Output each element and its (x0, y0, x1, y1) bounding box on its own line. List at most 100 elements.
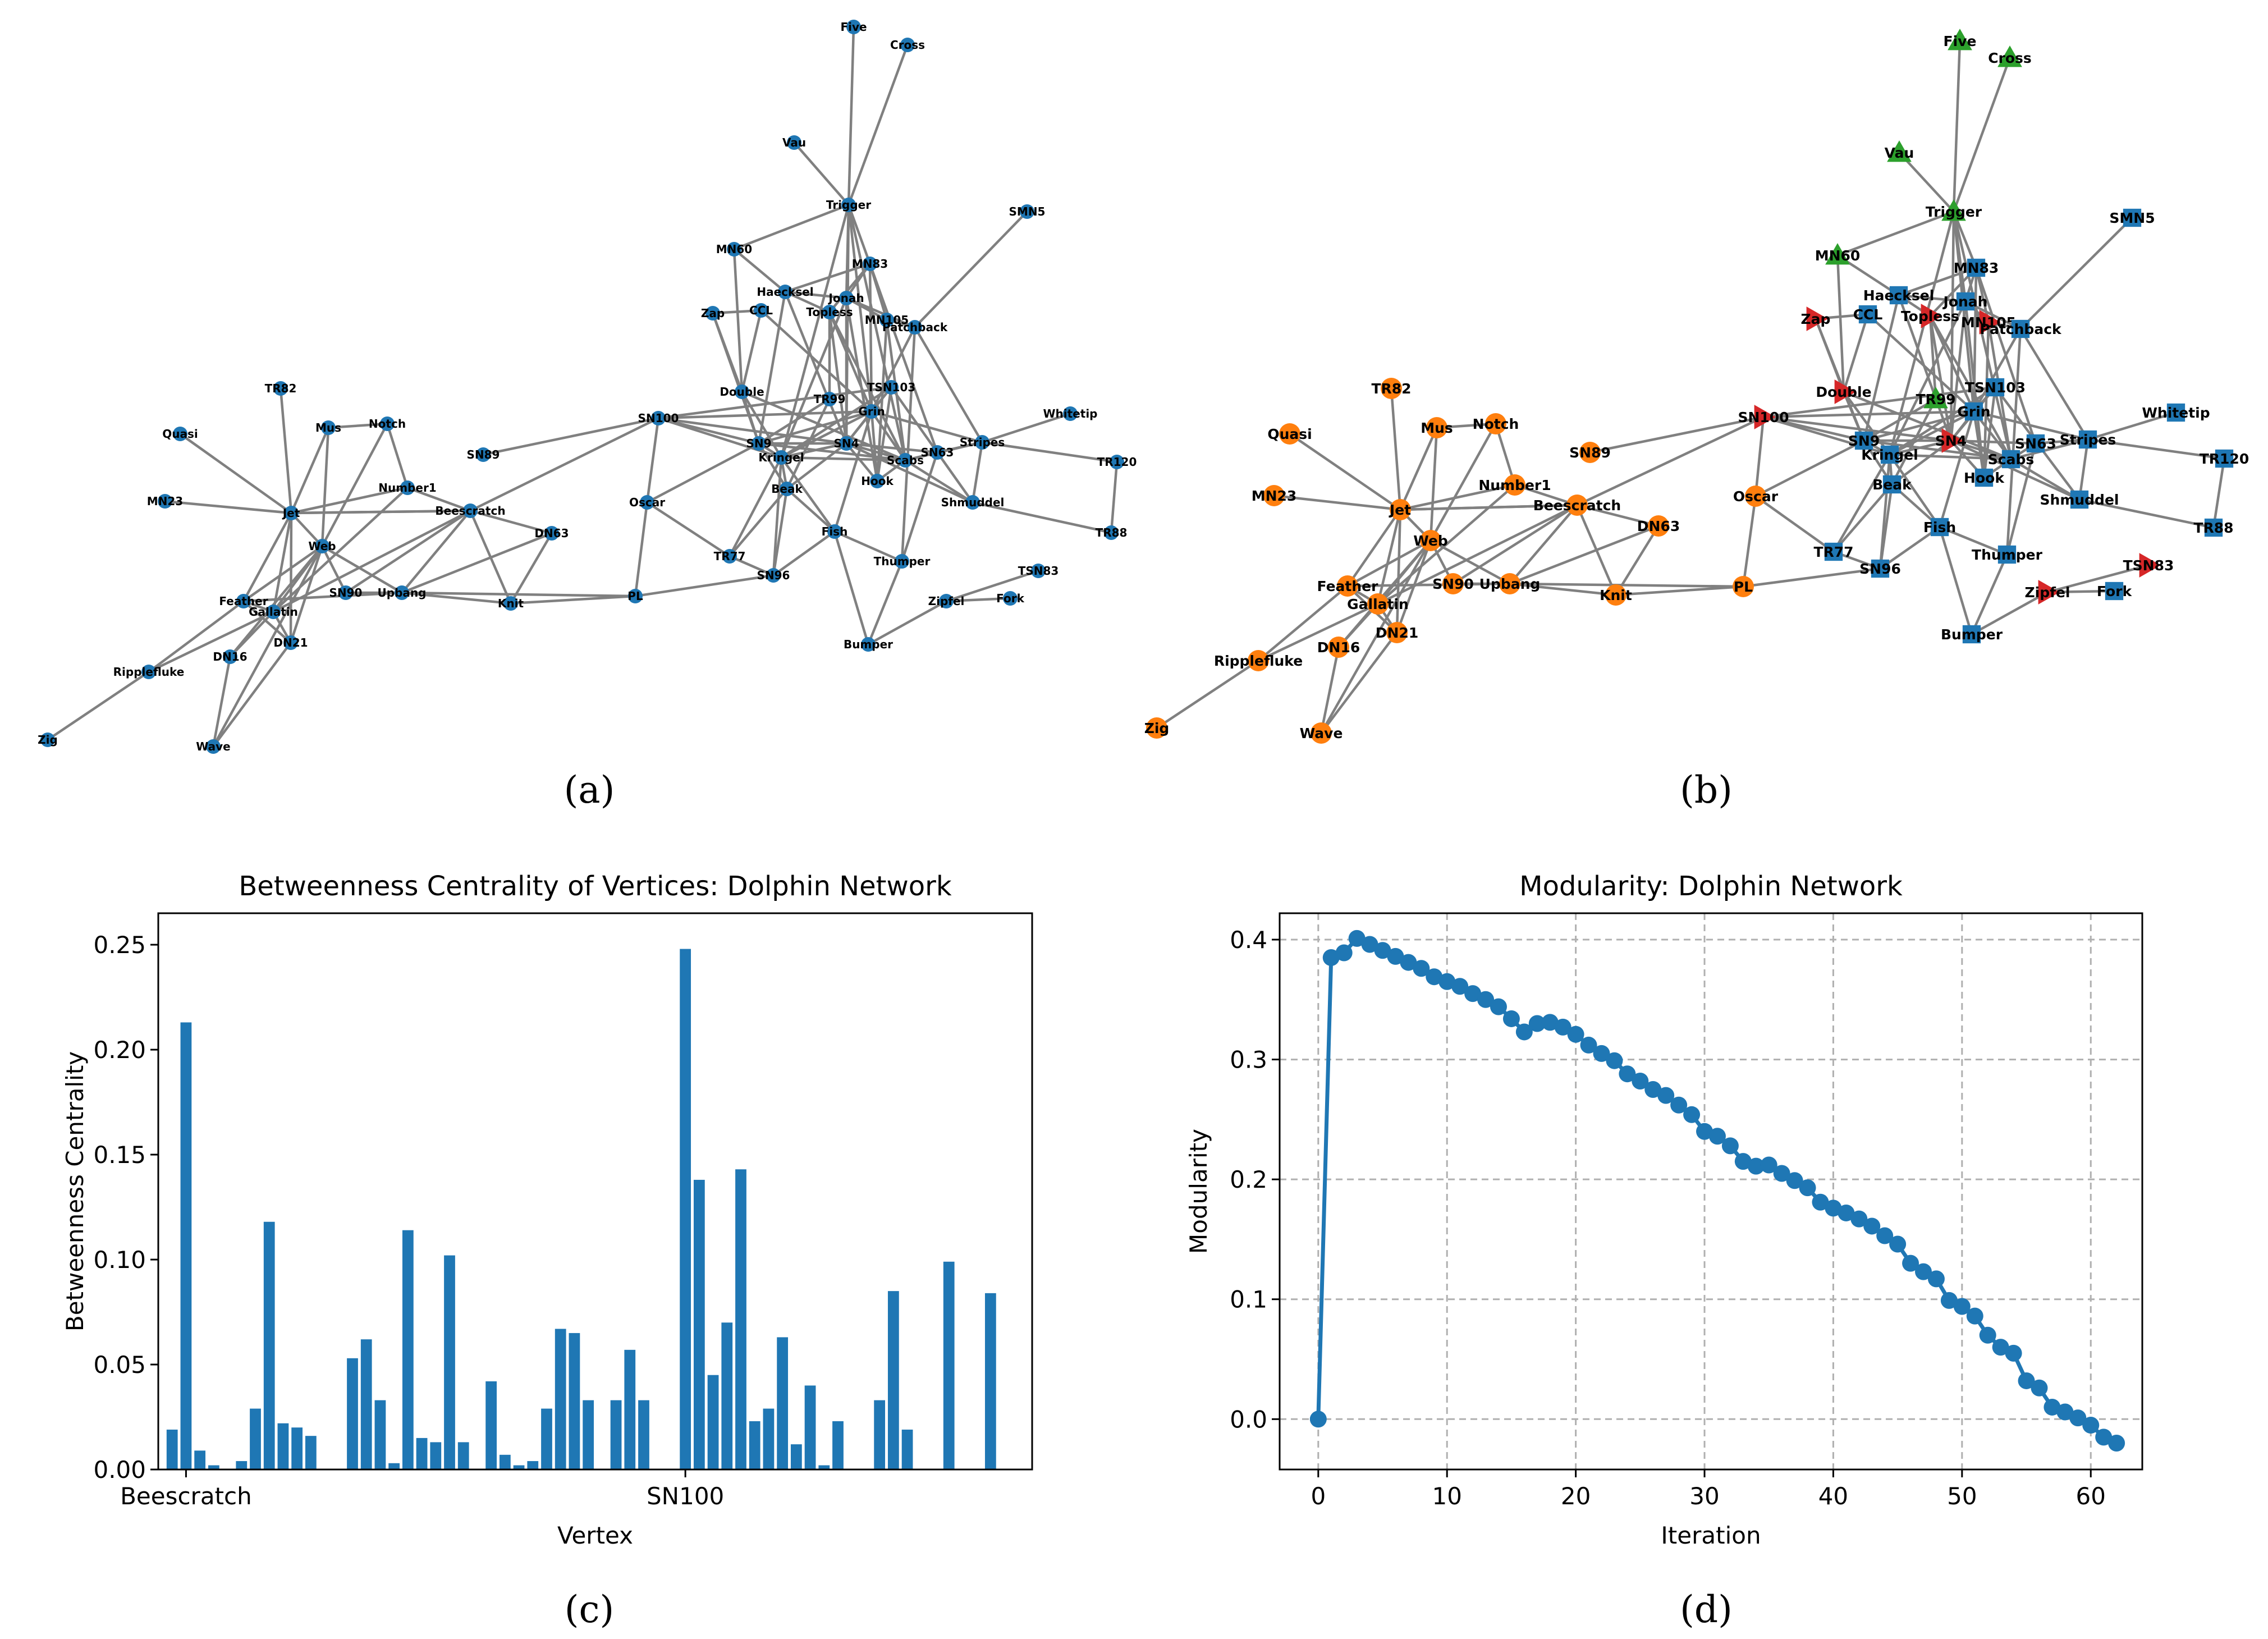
b-node-marker (1504, 474, 1525, 496)
a-edge-tsn103-shmuddel (890, 386, 974, 503)
b-node-marker (2011, 319, 2030, 338)
modularity-point-13 (1477, 991, 1495, 1008)
b-node-label: Jonah (1942, 294, 1988, 310)
b-node-label: Zig (1144, 720, 1170, 736)
a-edge-jet-mus (290, 427, 330, 514)
bar-39 (707, 1375, 719, 1469)
b-node-marker (1328, 637, 1349, 658)
a-edge-beak-tr77 (728, 488, 788, 557)
b-node-label: SN63 (2015, 436, 2056, 452)
a-node-label: TR99 (814, 392, 846, 406)
b-node-five: Five (1944, 29, 1977, 51)
modularity-point-48 (1927, 1270, 1945, 1288)
b-node-upbang: Upbang (1479, 573, 1541, 594)
a-node-marker (879, 313, 894, 327)
b-node-marker (1733, 576, 1754, 597)
b-node-label: Notch (1473, 416, 1519, 432)
b-edge-jet-number1 (1400, 483, 1515, 511)
b-edge-tr77-oscar (1754, 495, 1835, 553)
b-node-label: Jet (1389, 502, 1411, 518)
b-edge-pl-knit (1615, 585, 1744, 597)
modularity-point-42 (1850, 1210, 1868, 1228)
a-node-marker (173, 427, 187, 441)
b-edge-topless-sn4 (1928, 315, 1953, 441)
modularity-point-19 (1554, 1018, 1571, 1036)
modularity-point-46 (1902, 1255, 1919, 1272)
b-edge-haecksel-sn9 (1862, 295, 1900, 441)
b-edge-web-dn21 (1395, 540, 1432, 633)
b-node-beak: Beak (1872, 475, 1912, 494)
b-node-label: Mus (1421, 420, 1453, 436)
b-node-grin: Grin (1957, 402, 1991, 421)
b-edge-jet-quasi (1289, 433, 1401, 511)
a-edge-mn83-topless (828, 263, 871, 313)
a-edge-zipfel-fork (946, 597, 1011, 603)
b-node-marker (1648, 515, 1669, 537)
b-node-stripes: Stripes (2060, 430, 2116, 449)
b-edge-fish-sn96 (1879, 526, 1941, 570)
b-node-label: Upbang (1479, 576, 1541, 592)
a-edge-ccl-zap (712, 309, 762, 315)
a-node-haecksel: Haecksel (757, 285, 814, 299)
a-edge-vau-trigger (793, 141, 850, 206)
a-node-zipfel: Zipfel (928, 594, 964, 608)
a-node-sn90: SN90 (329, 585, 362, 600)
a-edge-jet-mn23 (164, 500, 292, 515)
a-node-marker (900, 38, 915, 52)
a-node-mn23: MN23 (147, 494, 183, 509)
a-node-sn96: SN96 (757, 568, 790, 583)
a-node-marker (463, 503, 478, 518)
a-edge-mn60-double (732, 249, 744, 392)
a-node-marker (141, 665, 156, 679)
line-xtick-label: 60 (2076, 1482, 2106, 1510)
a-node-marker (975, 435, 989, 450)
a-node-label: Wave (196, 740, 230, 753)
a-node-dn16: DN16 (213, 649, 248, 664)
a-edge-feather-ripplefluke (148, 600, 245, 673)
bar-28 (555, 1329, 566, 1469)
a-node-thumper: Thumper (874, 554, 930, 569)
b-node-double: Double (1816, 379, 1872, 404)
modularity-point-10 (1438, 973, 1456, 990)
b-node-label: MN23 (1252, 488, 1297, 504)
b-edge-pl-sn96 (1743, 567, 1881, 588)
b-edge-zipfel-tsn83 (2047, 564, 2149, 594)
a-node-patchback: Patchback (882, 320, 948, 335)
network-panel-a: Five Cross Vau Trigger SMN5 MN60 MN83 Haecksel J… (38, 20, 1137, 754)
a-node-marker (1003, 591, 1018, 606)
a-edge-fish-sn96 (772, 530, 836, 576)
a-edge-jet-web (290, 512, 323, 547)
a-edge-beak-fish (786, 488, 836, 533)
b-edge-topless-scabs (1929, 315, 2012, 460)
bar-ytick-label: 0.15 (93, 1141, 146, 1169)
b-node-tr82: TR82 (1371, 378, 1412, 399)
b-node-cross: Cross (1988, 45, 2032, 67)
modularity-point-21 (1580, 1036, 1597, 1054)
a-node-zap: Zap (701, 306, 725, 321)
bar-20 (444, 1255, 455, 1469)
b-node-marker (1941, 199, 1966, 221)
a-node-tr77: TR77 (714, 549, 745, 564)
modularity-point-54 (2005, 1344, 2022, 1362)
b-node-thumper: Thumper (1972, 545, 2043, 564)
a-node-marker (908, 320, 922, 335)
b-node-mus: Mus (1421, 417, 1453, 438)
a-edge-haecksel-jonah (785, 290, 847, 300)
b-node-fork: Fork (2097, 582, 2132, 601)
b-node-label: TR120 (2200, 451, 2249, 467)
a-edge-web-upbang (321, 545, 403, 594)
a-node-marker (774, 450, 789, 465)
a-node-marker (705, 306, 720, 321)
b-node-label: TR82 (1371, 381, 1411, 397)
a-edge-kringel-sn96 (772, 457, 783, 576)
b-edge-sn100-oscar (1754, 416, 1765, 497)
b-node-label: TR77 (1813, 544, 1853, 560)
b-node-label: Five (1944, 33, 1977, 49)
a-edge-upbang-knit (401, 591, 511, 605)
a-node-label: Beak (771, 482, 803, 496)
a-edge-patchback-grin (870, 326, 917, 413)
a-node-label: MN23 (147, 495, 183, 508)
b-node-label: Zipfel (2025, 584, 2070, 601)
a-node-label: Vau (782, 136, 806, 149)
a-node-label: Notch (369, 417, 406, 431)
